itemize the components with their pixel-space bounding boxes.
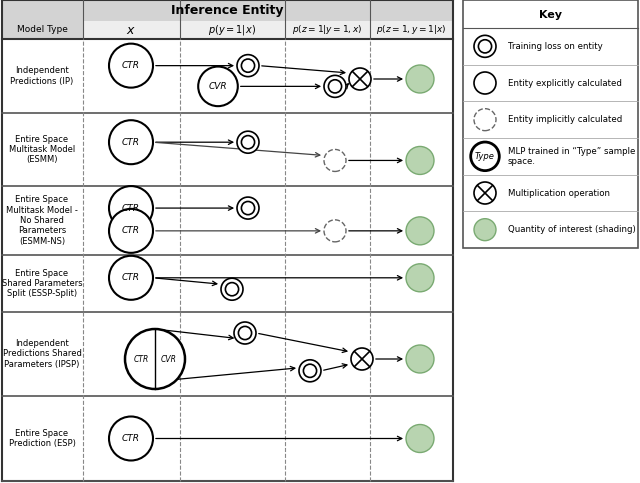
- Circle shape: [406, 425, 434, 453]
- Circle shape: [225, 283, 239, 296]
- Circle shape: [406, 146, 434, 174]
- Circle shape: [299, 360, 321, 382]
- Text: Entire Space
Multitask Model
(ESMM): Entire Space Multitask Model (ESMM): [9, 135, 75, 164]
- Circle shape: [198, 67, 238, 106]
- Text: CVR: CVR: [161, 355, 177, 364]
- Circle shape: [479, 40, 492, 53]
- Text: $p(y=1|x)$: $p(y=1|x)$: [208, 23, 256, 37]
- Circle shape: [406, 345, 434, 373]
- Circle shape: [324, 149, 346, 171]
- Bar: [2, 21, 453, 39]
- Circle shape: [241, 59, 255, 72]
- Circle shape: [239, 327, 252, 340]
- Circle shape: [109, 120, 153, 164]
- Text: Training loss on entity: Training loss on entity: [508, 42, 603, 51]
- Circle shape: [109, 43, 153, 87]
- Circle shape: [125, 329, 185, 389]
- Circle shape: [237, 55, 259, 77]
- Text: Model Type: Model Type: [17, 26, 67, 34]
- Circle shape: [109, 256, 153, 300]
- Text: Quantity of interest (shading): Quantity of interest (shading): [508, 225, 636, 234]
- Bar: [2, 21, 83, 39]
- Circle shape: [237, 197, 259, 219]
- Circle shape: [109, 209, 153, 253]
- Circle shape: [474, 182, 496, 204]
- Text: CVR: CVR: [209, 82, 227, 91]
- Circle shape: [328, 80, 342, 93]
- Circle shape: [241, 201, 255, 214]
- Text: Type: Type: [475, 152, 495, 161]
- Text: CTR: CTR: [122, 273, 140, 282]
- Circle shape: [241, 136, 255, 149]
- Circle shape: [324, 220, 346, 242]
- Circle shape: [474, 219, 496, 241]
- Circle shape: [474, 72, 496, 94]
- Circle shape: [234, 322, 256, 344]
- Circle shape: [237, 131, 259, 153]
- Text: Key: Key: [539, 10, 562, 20]
- Bar: [463, 0, 638, 248]
- Circle shape: [349, 68, 371, 90]
- Text: CTR: CTR: [134, 355, 149, 364]
- Text: $x$: $x$: [126, 24, 136, 37]
- Text: Entire Space
Multitask Model -
No Shared
Parameters
(ESMM-NS): Entire Space Multitask Model - No Shared…: [6, 195, 78, 246]
- Text: Entire Space
Prediction (ESP): Entire Space Prediction (ESP): [8, 429, 76, 448]
- Text: $p(z=1,y=1|x)$: $p(z=1,y=1|x)$: [376, 24, 446, 37]
- Text: Entity implicitly calculated: Entity implicitly calculated: [508, 115, 622, 124]
- Text: Multiplication operation: Multiplication operation: [508, 188, 610, 198]
- Text: MLP trained in “Type” sample
space.: MLP trained in “Type” sample space.: [508, 147, 636, 166]
- Circle shape: [474, 109, 496, 131]
- Circle shape: [406, 264, 434, 292]
- Text: CTR: CTR: [122, 434, 140, 443]
- Text: $p(z=1|y=1,x)$: $p(z=1|y=1,x)$: [292, 24, 362, 37]
- Text: CTR: CTR: [122, 61, 140, 70]
- Circle shape: [474, 35, 496, 57]
- Circle shape: [324, 75, 346, 98]
- Text: Independent
Predictions (IP): Independent Predictions (IP): [10, 66, 74, 85]
- Circle shape: [109, 416, 153, 460]
- Circle shape: [406, 65, 434, 93]
- Text: Inference Entity: Inference Entity: [172, 4, 284, 17]
- Text: Entire Space
Shared Parameters
Split (ESSP-Split): Entire Space Shared Parameters Split (ES…: [2, 269, 83, 298]
- Text: CTR: CTR: [122, 138, 140, 147]
- Circle shape: [303, 364, 317, 377]
- Circle shape: [109, 186, 153, 230]
- Bar: [2, 0, 453, 21]
- Text: CTR: CTR: [122, 203, 140, 213]
- Circle shape: [221, 278, 243, 300]
- Text: CTR: CTR: [122, 227, 140, 235]
- Circle shape: [406, 217, 434, 245]
- Text: Independent
Predictions Shared
Parameters (IPSP): Independent Predictions Shared Parameter…: [3, 339, 81, 369]
- Text: Entity explicitly calculated: Entity explicitly calculated: [508, 79, 622, 87]
- Circle shape: [470, 142, 499, 170]
- Circle shape: [351, 348, 373, 370]
